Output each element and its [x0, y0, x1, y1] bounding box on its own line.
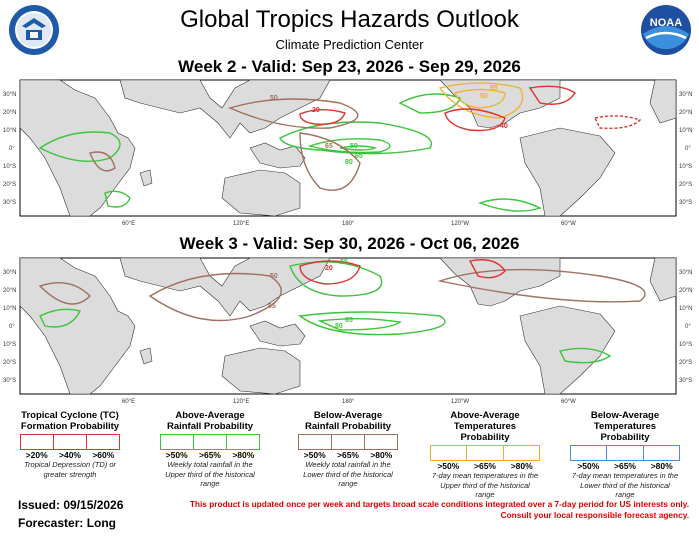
svg-text:10°S: 10°S [679, 164, 692, 170]
page-title: Global Tropics Hazards Outlook [180, 6, 519, 33]
svg-text:0°: 0° [9, 324, 15, 330]
svg-text:30°N: 30°N [679, 92, 692, 98]
week3-title: Week 3 - Valid: Sep 30, 2026 - Oct 06, 2… [179, 234, 520, 253]
svg-text:20°N: 20°N [679, 110, 692, 116]
page-subtitle: Climate Prediction Center [275, 37, 424, 52]
legend-tc-note: Tropical Depression (TD) or greater stre… [24, 460, 116, 479]
legend-rain-above-title: Above-Average Rainfall Probability [166, 410, 254, 432]
svg-text:10°S: 10°S [3, 342, 16, 348]
legend-rain-below-note: Weekly total rainfall in the Lower third… [303, 460, 393, 488]
svg-text:0°: 0° [685, 146, 691, 152]
svg-text:80: 80 [345, 159, 353, 166]
legend-rain-below: Below-Average Rainfall Probability >50% >… [298, 410, 398, 489]
svg-text:50: 50 [270, 273, 278, 280]
svg-text:10°S: 10°S [3, 164, 16, 170]
legend-temp-below-labels: >50% >65% >80% [577, 461, 673, 471]
svg-text:20°N: 20°N [679, 288, 692, 294]
svg-text:65: 65 [325, 143, 333, 150]
svg-text:120°W: 120°W [451, 399, 469, 405]
legend-rain-below-title: Below-Average Rainfall Probability [304, 410, 392, 432]
disclaimer-line2: Consult your local responsible forecast … [500, 510, 689, 520]
svg-text:0°: 0° [9, 146, 15, 152]
legend-rain-below-labels: >50% >65% >80% [303, 450, 393, 460]
legend-temp-below-note: 7-day mean temperatures in the Lower thi… [571, 471, 679, 499]
svg-text:50: 50 [480, 93, 488, 100]
svg-text:30°N: 30°N [3, 270, 16, 276]
svg-text:NOAA: NOAA [650, 17, 682, 29]
legend-rain-above-swatch [160, 434, 260, 450]
doc-seal-logo [8, 4, 60, 61]
svg-text:30°S: 30°S [679, 200, 692, 206]
forecaster: Forecaster: Long [18, 516, 117, 530]
svg-text:10°N: 10°N [679, 128, 692, 134]
svg-text:20°S: 20°S [679, 182, 692, 188]
legend-tc-labels: >20% >40% >60% [25, 450, 115, 460]
legend-tc-title: Tropical Cyclone (TC) Formation Probabil… [20, 410, 120, 432]
svg-text:65: 65 [490, 85, 498, 92]
legend-tc-swatch [20, 434, 120, 450]
legend-temp-above-title: Above-Average Temperatures Probability [450, 410, 520, 443]
svg-text:50: 50 [350, 143, 358, 150]
svg-text:20°N: 20°N [3, 110, 16, 116]
issued-date: Issued: 09/15/2026 [18, 498, 124, 512]
svg-text:180°: 180° [342, 399, 355, 405]
legend-temp-below-swatch [570, 445, 680, 461]
svg-text:20°S: 20°S [679, 360, 692, 366]
legend-rain-above: Above-Average Rainfall Probability >50% >… [160, 410, 260, 489]
legend-rain-above-note: Weekly total rainfall in the Upper third… [165, 460, 255, 488]
svg-text:120°W: 120°W [451, 221, 469, 227]
svg-text:60°W: 60°W [561, 221, 576, 227]
legend-rain-above-labels: >50% >65% >80% [165, 450, 255, 460]
week2-title: Week 2 - Valid: Sep 23, 2026 - Sep 29, 2… [178, 57, 521, 76]
legend-temp-below-title: Below-Average Temperatures Probability [590, 410, 660, 443]
svg-text:10°S: 10°S [679, 342, 692, 348]
svg-text:60°E: 60°E [122, 221, 135, 227]
svg-text:30°S: 30°S [3, 200, 16, 206]
noaa-logo: NOAA [640, 4, 692, 61]
svg-text:20°N: 20°N [3, 288, 16, 294]
svg-text:20°S: 20°S [3, 360, 16, 366]
svg-text:20: 20 [325, 265, 333, 272]
svg-text:30°N: 30°N [679, 270, 692, 276]
svg-text:20°S: 20°S [3, 182, 16, 188]
legend-temp-above-swatch [430, 445, 540, 461]
legend: Tropical Cyclone (TC) Formation Probabil… [0, 410, 699, 499]
svg-text:120°E: 120°E [233, 221, 249, 227]
week2-map: 50 65 80 50 65 20 40 50 65 30°N 20°N 10°… [0, 78, 699, 231]
svg-text:120°E: 120°E [233, 399, 249, 405]
svg-text:180°: 180° [342, 221, 355, 227]
svg-text:65: 65 [355, 153, 363, 160]
svg-text:10°N: 10°N [3, 306, 16, 312]
week3-map: 50 65 80 50 65 20 30°N 20°N 10°N 0° 10°S… [0, 256, 699, 409]
legend-rain-below-swatch [298, 434, 398, 450]
legend-temp-below: Below-Average Temperatures Probability >… [570, 410, 680, 500]
legend-tc: Tropical Cyclone (TC) Formation Probabil… [20, 410, 120, 479]
svg-text:50: 50 [340, 259, 348, 266]
legend-temp-above-labels: >50% >65% >80% [437, 461, 533, 471]
svg-text:10°N: 10°N [3, 128, 16, 134]
svg-text:60°E: 60°E [122, 399, 135, 405]
svg-text:80: 80 [335, 323, 343, 330]
svg-text:10°N: 10°N [679, 306, 692, 312]
svg-text:30°S: 30°S [3, 378, 16, 384]
svg-text:65: 65 [268, 303, 276, 310]
svg-text:65: 65 [345, 317, 353, 324]
disclaimer-line1: This product is updated once per week an… [189, 499, 689, 509]
svg-text:50: 50 [270, 95, 278, 102]
svg-text:30°N: 30°N [3, 92, 16, 98]
svg-text:30°S: 30°S [679, 378, 692, 384]
disclaimer: This product is updated once per week an… [189, 499, 689, 521]
svg-text:0°: 0° [685, 324, 691, 330]
svg-text:40: 40 [500, 123, 508, 130]
svg-text:20: 20 [312, 107, 320, 114]
legend-temp-above-note: 7-day mean temperatures in the Upper thi… [431, 471, 539, 499]
legend-temp-above: Above-Average Temperatures Probability >… [430, 410, 540, 500]
svg-text:60°W: 60°W [561, 399, 576, 405]
